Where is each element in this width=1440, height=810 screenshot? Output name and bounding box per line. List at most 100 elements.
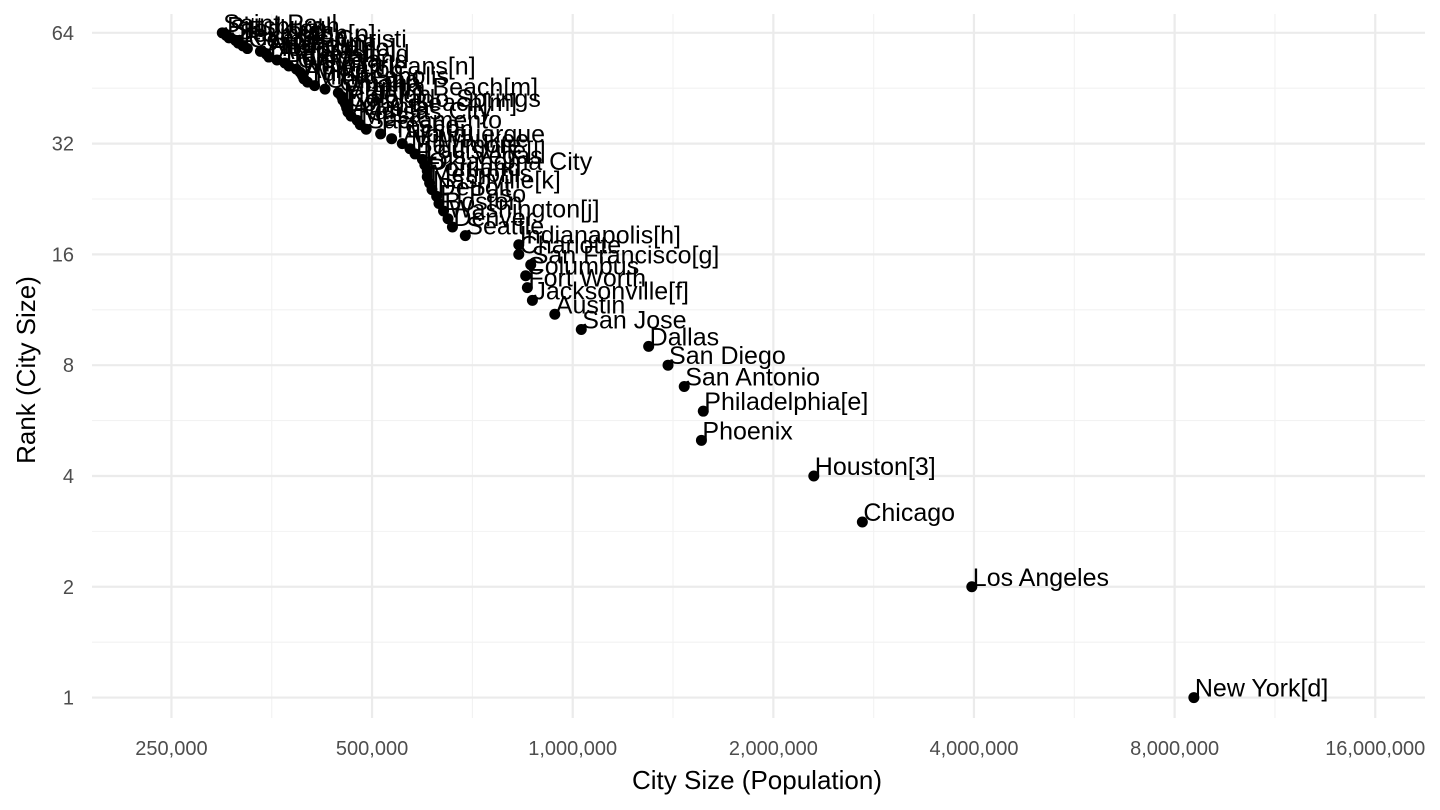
point-label: Santa Ana [261,28,376,56]
point-label: Louisville[l] [423,136,545,164]
y-axis-ticks: 1 2 4 8 16 32 64 [52,23,74,710]
data-point [254,45,266,57]
point-label: Atlanta [352,93,430,121]
data-point [446,221,458,233]
point-label: San Diego [669,342,786,370]
point-label: Columbus [527,253,640,281]
y-tick-label: 32 [52,134,74,156]
data-point [386,133,398,145]
point-label: Chicago [863,499,955,527]
point-label: Raleigh [346,81,431,109]
data-point [375,128,387,140]
point-label: Nashville[k] [433,167,561,195]
point-label: Kansas City [358,97,492,125]
point-label: Honolulu[o] [270,34,396,62]
point-label: Philadelphia[e] [704,388,868,416]
point-label: Albuquerque [403,121,545,149]
point-label: Detroit [438,173,512,201]
point-label: Stockton [230,15,327,43]
point-label: Washington[j] [449,196,600,224]
x-tick-label: 4,000,000 [929,738,1018,760]
point-label: Sacramento [367,106,502,134]
data-point [319,83,331,95]
y-tick-label: 16 [52,244,74,266]
x-tick-label: 250,000 [135,738,207,760]
data-point [662,359,674,371]
point-label: Jacksonville[f] [533,277,689,305]
x-tick-label: 2,000,000 [729,738,818,760]
point-label: Fresno [382,111,460,139]
data-point [332,87,344,99]
point-label: San Jose [582,307,686,335]
point-label: San Antonio [685,364,820,392]
data-point [856,516,868,528]
point-label: Dallas [650,323,719,351]
point-labels: New York[d] Los Angeles Chicago Houston[3] P… [223,10,1328,703]
point-label: El Paso [440,181,526,209]
data-point [396,138,408,150]
point-label: Charlotte [520,231,621,259]
point-label: Virginia Beach[m] [343,73,538,101]
data-point [526,294,538,306]
point-label: Fort Worth [528,265,646,293]
y-tick-label: 4 [63,466,74,488]
point-label: Omaha [339,70,421,98]
data-point [216,27,228,39]
y-tick-label: 2 [63,577,74,599]
point-label: Anaheim [267,31,366,59]
x-tick-label: 500,000 [336,738,408,760]
y-tick-label: 64 [52,23,74,45]
data-point [1188,692,1200,704]
point-label: Houston[3] [815,453,936,481]
data-point [513,248,525,260]
y-axis-title: Rank (City Size) [11,276,41,464]
point-label: Denver [453,204,534,232]
point-label: Pittsburgh [227,12,340,40]
point-label: Las Vegas [426,142,543,170]
point-label: Tulsa [308,59,368,87]
point-label: New Orleans[n] [303,53,475,81]
point-label: Phoenix [702,417,793,445]
point-label: Long Beach[m] [349,89,517,117]
point-label: Mesa [361,102,422,130]
data-point [521,282,533,294]
data-point [459,230,471,242]
point-label: Indianapolis[h] [520,222,681,250]
point-label: Tampa [290,43,365,71]
y-tick-label: 8 [63,355,74,377]
data-point [575,324,587,336]
point-label: Miami [344,77,411,105]
point-label: Tucson [393,116,474,144]
point-label: Austin [556,291,625,319]
point-label: Wichita [301,49,383,77]
point-label: Cleveland [297,46,408,74]
point-label: Saint Paul [223,10,337,38]
x-tick-label: 1,000,000 [528,738,617,760]
point-label: Seattle [466,213,544,241]
point-label: Colorado Springs [348,85,541,113]
point-label: San Francisco[g] [532,242,720,270]
data-point [513,239,525,251]
point-label: Baltimore [416,131,522,159]
data-point [808,470,820,482]
data-points [216,27,1200,704]
point-label: Memphis [431,160,532,188]
data-point [549,308,561,320]
point-label: Arlington [305,56,404,84]
point-label: Corpus Christi [248,26,406,54]
data-point [697,405,709,417]
data-point [678,381,690,393]
point-label: Aurora [278,37,353,65]
x-tick-label: 8,000,000 [1130,738,1219,760]
point-label: Milwaukee [411,126,529,154]
data-point [695,434,707,446]
point-label: Lexington[p] [239,20,375,48]
data-point [525,259,537,271]
point-label: Portland [428,154,521,182]
point-label: Boston [445,188,523,216]
data-point [966,581,978,593]
data-point [520,270,532,282]
point-label: New York[d] [1195,675,1328,703]
y-tick-label: 1 [63,688,74,710]
